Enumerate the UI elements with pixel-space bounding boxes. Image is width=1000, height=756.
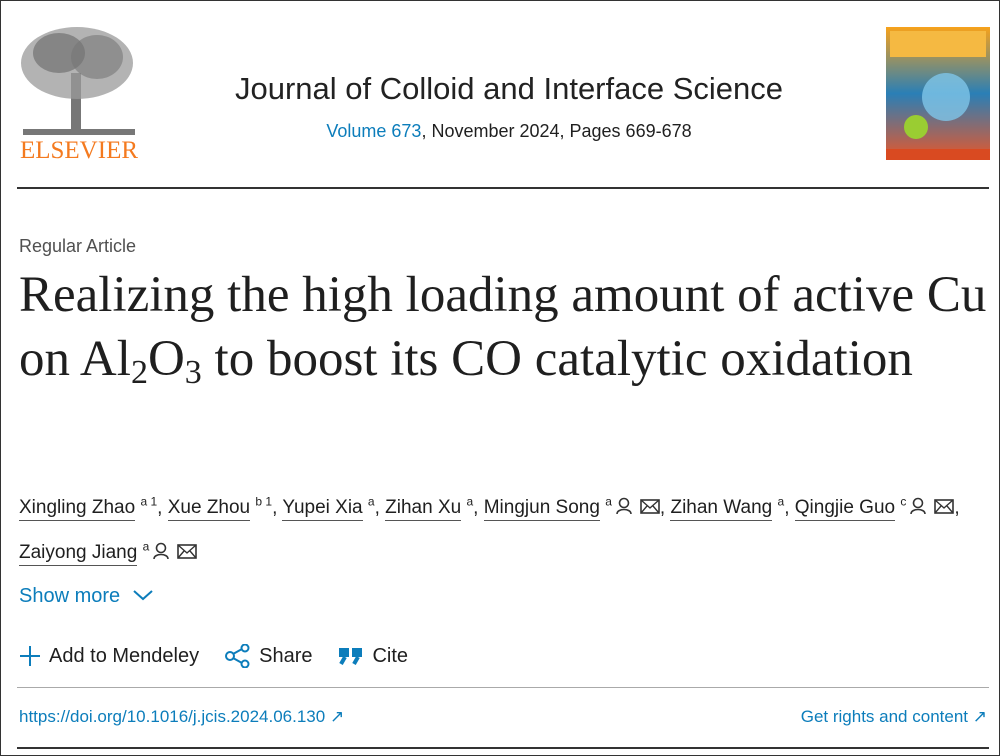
rights: Get rights and content ↗ [801, 707, 987, 727]
author-affiliation: a [466, 495, 474, 509]
divider [17, 687, 989, 688]
action-bar: Add to Mendeley Share Cite [19, 644, 408, 668]
author-name[interactable]: Yupei Xia [282, 497, 363, 522]
header-rule [17, 187, 989, 189]
author-affiliation: a [605, 495, 612, 509]
author[interactable]: Qingjie Guo c [794, 495, 955, 522]
author-affiliation: c [900, 495, 907, 509]
author-name[interactable]: Xue Zhou [167, 497, 251, 522]
author[interactable]: Zihan Xu a [385, 495, 474, 522]
author-separator: , [659, 497, 666, 519]
author[interactable]: Zihan Wang a [670, 495, 785, 522]
publisher-name: ELSEVIER [20, 137, 138, 164]
author-name[interactable]: Zihan Wang [670, 497, 773, 522]
issue-info: , November 2024, Pages 669-678 [421, 121, 692, 141]
action-label[interactable]: Cite [372, 644, 409, 667]
author[interactable]: Mingjun Song a [483, 495, 660, 522]
author-separator: , [374, 497, 380, 519]
article-title: Realizing the high loading amount of act… [19, 263, 994, 391]
title-text: to boost its CO catalytic oxidation [201, 331, 913, 387]
title-subscript: 3 [184, 354, 202, 391]
contact-icons[interactable] [616, 497, 660, 515]
title-text: O [147, 331, 185, 387]
author[interactable]: Xue Zhou b 1 [167, 495, 273, 522]
show-more-label[interactable]: Show more [19, 585, 121, 607]
volume-info: Volume 673, November 2024, Pages 669-678 [1, 121, 999, 142]
author-separator: , [473, 497, 479, 519]
author-separator: , [784, 497, 790, 519]
rights-link[interactable]: Get rights and content [800, 707, 969, 726]
author-affiliation: b 1 [255, 495, 273, 509]
author-affiliation: a [142, 539, 150, 554]
external-icon: ↗ [972, 707, 987, 726]
journal-cover[interactable] [886, 27, 990, 160]
contact-icons[interactable] [910, 497, 955, 515]
external-icon: ↗ [329, 707, 345, 726]
cite-icon [339, 648, 363, 665]
share-button[interactable]: Share [225, 644, 312, 668]
author-list: Xingling Zhao a 1, Xue Zhou b 1, Yupei X… [19, 483, 984, 572]
footer-rule [17, 747, 989, 749]
article-type: Regular Article [19, 236, 137, 256]
share-icon [225, 644, 250, 668]
journal-title[interactable]: Journal of Colloid and Interface Science [235, 71, 783, 106]
author-name[interactable]: Mingjun Song [483, 497, 600, 522]
author-separator: , [954, 497, 960, 519]
author-affiliation: a [777, 495, 785, 509]
author-name[interactable]: Zihan Xu [385, 497, 462, 522]
volume-link[interactable]: Volume 673 [326, 121, 422, 141]
contact-icons[interactable] [153, 542, 198, 560]
author[interactable]: Zaiyong Jiang a [19, 539, 198, 566]
doi-link[interactable]: https://doi.org/10.1016/j.jcis.2024.06.1… [19, 707, 326, 726]
author[interactable]: Yupei Xia a [282, 495, 375, 522]
publisher-logo[interactable]: ELSEVIER [15, 23, 143, 165]
cite-button[interactable]: Cite [338, 645, 408, 668]
chevron-icon [133, 590, 153, 601]
author-separator: , [272, 497, 278, 519]
show-more[interactable]: Show more [19, 585, 154, 608]
author-name[interactable]: Qingjie Guo [794, 497, 896, 522]
mendeley-button[interactable]: Add to Mendeley [19, 645, 199, 668]
action-label[interactable]: Add to Mendeley [49, 644, 200, 667]
author-affiliation: a [367, 495, 375, 509]
plus-icon [20, 646, 40, 666]
author-separator: , [157, 497, 163, 519]
doi: https://doi.org/10.1016/j.jcis.2024.06.1… [19, 707, 344, 727]
author-name[interactable]: Xingling Zhao [19, 497, 136, 522]
title-subscript: 2 [130, 354, 148, 391]
author-name[interactable]: Zaiyong Jiang [19, 541, 138, 566]
action-label[interactable]: Share [259, 644, 313, 667]
author[interactable]: Xingling Zhao a 1 [19, 495, 158, 522]
author-affiliation: a 1 [140, 495, 158, 509]
title-text: Realizing the high loading amount of act… [19, 267, 987, 387]
